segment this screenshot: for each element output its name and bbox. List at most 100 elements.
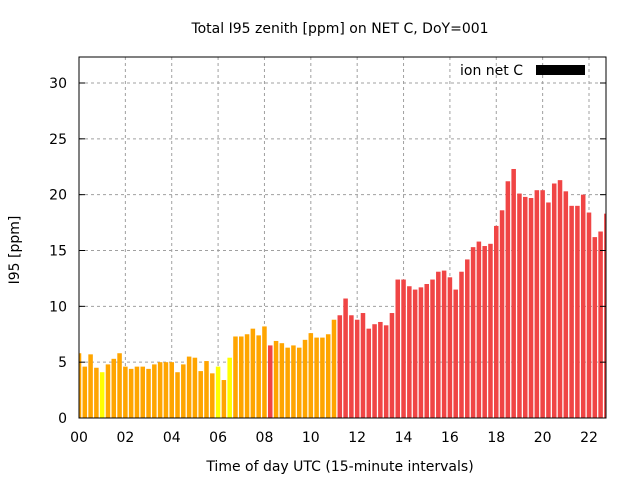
- y-tick-label: 5: [58, 355, 67, 371]
- bar: [522, 196, 528, 418]
- bar: [239, 336, 244, 418]
- bar: [534, 190, 540, 418]
- bar: [169, 362, 174, 418]
- bar: [105, 364, 111, 418]
- bars: [79, 168, 606, 418]
- bar: [192, 357, 198, 418]
- bar: [256, 335, 261, 418]
- bar: [424, 284, 429, 418]
- y-tick-label: 30: [49, 76, 67, 92]
- bar: [233, 336, 238, 418]
- bar: [389, 313, 395, 418]
- bar: [123, 366, 128, 418]
- bar: [563, 191, 569, 418]
- bar: [250, 328, 256, 418]
- bar: [360, 313, 366, 418]
- bar: [331, 319, 337, 418]
- x-tick-label: 18: [487, 430, 505, 446]
- bar: [198, 371, 203, 418]
- bar: [372, 324, 377, 418]
- bar: [598, 231, 603, 418]
- bar: [157, 362, 163, 418]
- bar: [308, 333, 314, 418]
- bar: [267, 345, 273, 418]
- bar: [401, 279, 406, 418]
- bar: [366, 328, 372, 418]
- bar: [517, 193, 522, 418]
- bar: [140, 366, 146, 418]
- bar: [586, 212, 592, 418]
- y-tick-label: 20: [49, 188, 67, 204]
- bar: [453, 289, 458, 418]
- bar: [494, 225, 499, 418]
- bar: [262, 326, 267, 418]
- bar: [447, 277, 453, 418]
- bar: [99, 372, 105, 418]
- bar: [412, 289, 418, 418]
- bar: [82, 366, 88, 418]
- bar: [395, 279, 401, 418]
- bar: [459, 271, 464, 418]
- bar: [511, 168, 516, 418]
- y-tick-label: 10: [49, 299, 67, 315]
- bar: [79, 353, 82, 418]
- bar: [378, 321, 383, 418]
- bar: [128, 368, 134, 418]
- y-tick-label: 0: [58, 411, 67, 427]
- bar: [575, 205, 580, 418]
- x-tick-label: 10: [302, 430, 320, 446]
- bar: [465, 259, 470, 418]
- x-tick-label: 16: [441, 430, 459, 446]
- bar: [337, 315, 343, 418]
- bar: [551, 183, 557, 418]
- bar: [557, 180, 563, 418]
- x-tick-label: 04: [163, 430, 181, 446]
- bar: [592, 237, 598, 418]
- x-tick-label: 08: [256, 430, 274, 446]
- legend-swatch: [536, 65, 585, 75]
- x-tick-label: 14: [395, 430, 413, 446]
- bar: [354, 319, 360, 418]
- bar: [215, 366, 221, 418]
- bar: [111, 358, 117, 418]
- bar: [186, 356, 192, 418]
- y-tick-label: 25: [49, 132, 67, 148]
- y-tick-label: 15: [49, 244, 67, 260]
- bar: [349, 315, 354, 418]
- bar: [436, 271, 441, 418]
- x-axis-label: Time of day UTC (15-minute intervals): [205, 459, 473, 475]
- bar: [580, 194, 586, 418]
- bar: [163, 362, 169, 418]
- bar: [146, 368, 151, 418]
- bar: [546, 202, 551, 418]
- bar: [430, 279, 435, 418]
- bar: [279, 343, 285, 418]
- bar: [181, 364, 186, 418]
- bar: [314, 337, 319, 418]
- legend-label: ion net C: [460, 63, 523, 79]
- x-tick-label: 02: [116, 430, 134, 446]
- bar: [407, 286, 412, 418]
- bar: [285, 347, 290, 418]
- bar: [540, 190, 545, 418]
- bar: [88, 354, 93, 418]
- bar: [604, 213, 606, 418]
- bar: [117, 353, 122, 418]
- bar: [482, 246, 487, 418]
- legend: ion net C: [460, 63, 585, 79]
- bar: [94, 367, 99, 418]
- bar: [291, 345, 296, 418]
- bar: [152, 364, 157, 418]
- bar: [175, 372, 180, 418]
- bar: [320, 337, 325, 418]
- bar: [499, 210, 505, 418]
- bar: [441, 270, 447, 418]
- chart-title: Total I95 zenith [ppm] on NET C, DoY=001: [190, 21, 488, 37]
- x-tick-label: 00: [70, 430, 88, 446]
- bar: [383, 325, 389, 418]
- bar: [476, 241, 482, 418]
- bar: [569, 205, 574, 418]
- x-tick-label: 22: [580, 430, 598, 446]
- bar: [418, 287, 424, 418]
